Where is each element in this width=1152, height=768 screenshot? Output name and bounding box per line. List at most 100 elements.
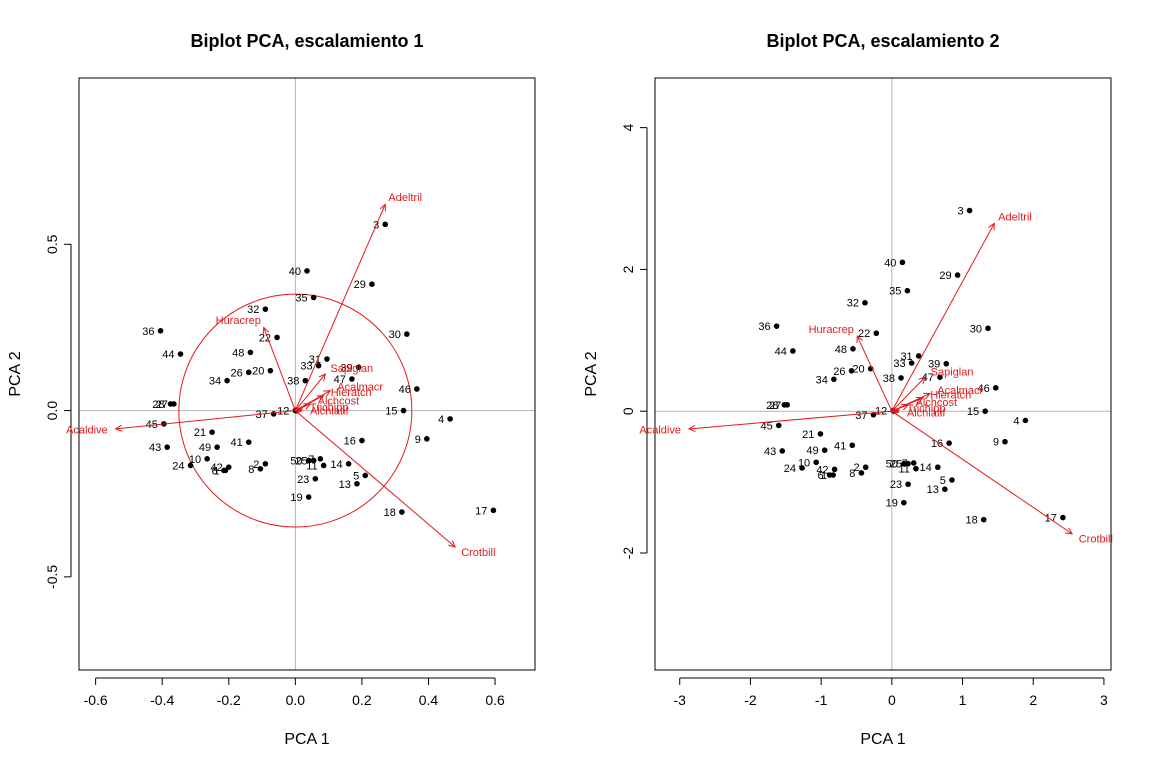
species-label: Alchcost (318, 396, 360, 408)
site-point (214, 444, 220, 450)
site-point (905, 481, 911, 488)
site-point (270, 411, 277, 417)
site-label: 17 (475, 505, 487, 517)
site-point (898, 375, 904, 381)
y-axis-label: PCA 2 (7, 351, 24, 396)
site-label: 26 (231, 367, 243, 379)
site-point (312, 475, 319, 482)
site-point (905, 460, 911, 467)
site-label: 48 (232, 347, 244, 359)
x-axis-label: PCA 1 (284, 731, 329, 748)
species-arrowhead (316, 395, 325, 402)
site-point (813, 459, 819, 466)
site-point (262, 306, 269, 312)
site-label: 19 (886, 498, 898, 510)
species-arrowhead (923, 392, 932, 400)
species-label: Acaldive (66, 425, 108, 437)
site-label: 23 (297, 474, 309, 486)
y-tick-label: -0.5 (44, 565, 60, 589)
site-label: 22 (259, 332, 271, 344)
site-point (784, 402, 791, 408)
species-label: Hieratch (930, 390, 971, 402)
site-label: 15 (967, 406, 979, 418)
site-point (274, 334, 280, 341)
species-arrowhead (918, 376, 926, 384)
x-tick-label: 3 (1100, 692, 1108, 708)
site-label: 33 (893, 358, 905, 370)
site-label: 25 (295, 455, 307, 467)
site-point (849, 442, 856, 449)
site-label: 22 (858, 328, 870, 340)
site-point (362, 472, 369, 479)
site-label: 50 (290, 455, 302, 467)
site-label: 39 (340, 362, 352, 374)
x-tick-label: 0.6 (485, 692, 505, 708)
plot-frame (78, 77, 536, 671)
site-point (908, 360, 915, 366)
site-point (447, 416, 453, 422)
site-point (267, 367, 274, 374)
site-point (324, 356, 330, 362)
site-label: 33 (300, 361, 312, 373)
site-label: 9 (415, 434, 421, 446)
y-tick-label: 4 (620, 124, 636, 132)
site-point (262, 460, 269, 467)
species-arrow (891, 410, 1073, 535)
site-label: 1 (821, 470, 827, 482)
site-point (304, 268, 310, 274)
species-arrowhead (448, 540, 456, 548)
site-label: 8 (849, 468, 855, 480)
site-point (901, 499, 907, 506)
site-label: 3 (957, 206, 963, 218)
site-point (949, 477, 955, 483)
site-label: 5 (353, 470, 359, 482)
site-label: 13 (339, 479, 351, 491)
plot-frame (654, 77, 1112, 671)
species-arrow (295, 410, 456, 548)
site-point (157, 327, 164, 334)
site-label: 11 (306, 460, 317, 472)
site-label: 2 (253, 459, 259, 471)
site-label: 28 (152, 399, 164, 411)
site-point (790, 348, 796, 354)
species-label: Alchlatif (907, 408, 946, 420)
site-point (354, 480, 360, 487)
site-label: 46 (399, 384, 411, 396)
site-point (954, 272, 961, 278)
site-label: 37 (255, 409, 267, 421)
site-label: 32 (847, 298, 859, 310)
species-arrowhead (915, 396, 924, 404)
species-arrowhead (687, 424, 696, 432)
biplot-panel-scaling-1: Biplot PCA, escalamiento 1 PCA 1 PCA 2 -… (7, 31, 536, 748)
species-arrow (115, 410, 296, 430)
site-point (821, 447, 828, 454)
site-label: 8 (248, 464, 254, 476)
site-label: 41 (231, 437, 243, 449)
site-label: 36 (758, 321, 770, 333)
species-label: Acalmacr (337, 382, 383, 394)
site-label: 39 (928, 359, 940, 371)
site-label: 18 (965, 515, 977, 527)
site-point (400, 407, 407, 414)
site-label: 32 (247, 304, 259, 316)
site-point (424, 436, 430, 442)
site-label: 26 (833, 366, 845, 378)
site-label: 20 (252, 366, 264, 378)
site-label: 43 (149, 442, 161, 454)
site-point (831, 376, 837, 383)
species-label: Trichipp (907, 403, 946, 415)
species-label: Huracrep (216, 315, 261, 327)
site-label: 46 (978, 383, 990, 395)
site-label: 44 (162, 349, 174, 361)
site-label: 47 (334, 374, 346, 386)
x-tick-label: 0.4 (419, 692, 439, 708)
site-label: 6 (817, 470, 823, 482)
species-arrowhead (318, 373, 327, 381)
site-point (982, 408, 988, 415)
site-point (966, 207, 973, 214)
site-label: 24 (172, 460, 184, 472)
site-point (187, 462, 194, 469)
site-point (414, 386, 420, 392)
site-label: 18 (384, 507, 396, 519)
